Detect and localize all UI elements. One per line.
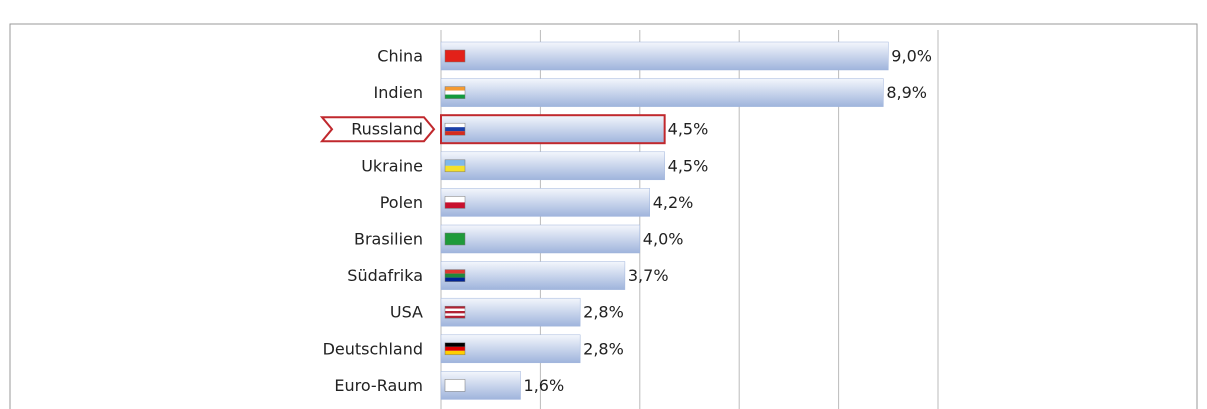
flag-border <box>444 49 466 63</box>
bar <box>440 224 641 254</box>
flag-border <box>444 122 466 136</box>
value-label: 3,7% <box>628 266 669 285</box>
flag <box>445 313 465 316</box>
flag <box>445 346 465 351</box>
flag <box>445 306 465 309</box>
category-label: Euro-Raum <box>334 376 423 395</box>
value-label: 1,6% <box>524 376 565 395</box>
flag <box>445 50 465 62</box>
flag-border <box>444 196 466 209</box>
bar <box>440 188 650 217</box>
flag <box>445 90 465 95</box>
flag <box>445 273 465 278</box>
flag <box>445 315 465 319</box>
value-label: 4,2% <box>653 193 694 212</box>
flag-border <box>444 379 466 392</box>
flag-border <box>444 159 466 173</box>
flag <box>445 123 465 128</box>
value-label: 4,5% <box>668 120 709 139</box>
value-label: 4,5% <box>668 156 709 175</box>
flag <box>445 342 465 347</box>
flag-border <box>444 305 466 319</box>
flag <box>445 308 465 311</box>
highlight-marker <box>319 116 436 143</box>
highlight-box <box>440 114 666 145</box>
flag <box>445 131 465 136</box>
value-label: 2,8% <box>583 303 624 322</box>
value-label: 8,9% <box>886 83 927 102</box>
flag <box>445 196 465 203</box>
category-label: Russland <box>351 120 423 139</box>
flag-border <box>444 342 466 356</box>
flag <box>445 311 465 314</box>
flag-border <box>444 86 466 99</box>
category-label: Polen <box>380 193 423 212</box>
value-label: 9,0% <box>891 47 932 66</box>
bar <box>440 297 581 327</box>
flag <box>445 202 465 209</box>
category-label: Brasilien <box>354 230 423 249</box>
frame <box>9 23 1198 409</box>
flag <box>445 269 465 274</box>
flag <box>445 159 465 166</box>
flag <box>445 379 465 392</box>
category-label: Ukraine <box>361 156 423 175</box>
flag <box>445 233 465 245</box>
flag <box>445 94 465 99</box>
flag <box>445 165 465 172</box>
bar <box>440 261 626 290</box>
value-label: 2,8% <box>583 339 624 358</box>
flag-border <box>444 269 466 282</box>
flag <box>445 127 465 132</box>
value-label: 4,0% <box>643 230 684 249</box>
bar <box>440 41 889 71</box>
flag <box>445 86 465 91</box>
flag <box>445 350 465 355</box>
bar <box>440 78 884 107</box>
flag-border <box>444 232 466 246</box>
bar <box>440 114 665 144</box>
category-label: Deutschland <box>323 339 423 358</box>
category-label: China <box>377 47 423 66</box>
flag <box>445 277 465 282</box>
category-label: Indien <box>374 83 423 102</box>
bar <box>440 151 665 181</box>
category-label: USA <box>390 303 423 322</box>
category-label: Südafrika <box>347 266 423 285</box>
